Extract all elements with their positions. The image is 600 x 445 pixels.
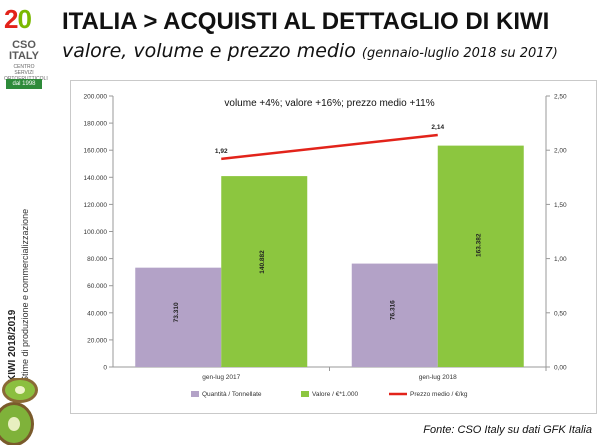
page-subtitle: valore, volume e prezzo medio (gennaio-l… [62, 40, 558, 62]
logo-digit-zero: 0 [17, 4, 32, 34]
legend-swatch-1 [301, 391, 309, 397]
legend-label-1: Valore / €*1.000 [312, 391, 359, 398]
source-note: Fonte: CSO Italy su dati GFK Italia [423, 424, 592, 436]
price-point-label: 2,14 [431, 124, 444, 131]
side-subtitle: Stime di produzione e commercializzazion… [20, 208, 30, 382]
bar-value-label: 76.316 [390, 300, 397, 320]
bar-1-1 [437, 145, 524, 367]
y-right-tick-label: 2,00 [554, 148, 567, 155]
subtitle-period: (gennaio-luglio 2018 su 2017) [361, 46, 558, 61]
brand-strip: 20 CSO ITALY CENTRO SERVIZI ORTOFRUTTICO… [0, 0, 48, 445]
logo-name-cso: CSO [12, 39, 36, 51]
bar-0-1 [351, 263, 438, 367]
logo-name-italy: ITALY [9, 50, 39, 62]
y-right-tick-label: 1,50 [554, 202, 567, 209]
price-point-label: 1,92 [215, 148, 228, 155]
y-left-tick-label: 40.000 [87, 310, 107, 317]
y-left-tick-label: 20.000 [87, 337, 107, 344]
cso-logo-text: CSO ITALY [4, 40, 44, 62]
side-title: KIWI 2018/2019 [7, 309, 18, 382]
logo-since-band: dal 1998 [6, 79, 42, 89]
y-left-tick-label: 140.000 [84, 175, 108, 182]
chart-annotation: volume +4%; valore +16%; prezzo medio +1… [224, 98, 434, 109]
y-left-tick-label: 0 [103, 365, 107, 372]
anniversary-logo: 20 [4, 4, 32, 35]
y-right-tick-label: 2,50 [554, 94, 567, 101]
y-left-tick-label: 80.000 [87, 256, 107, 263]
bar-value-label: 73.310 [173, 302, 180, 322]
y-left-tick-label: 120.000 [84, 202, 108, 209]
bar-value-label: 163.382 [476, 233, 483, 257]
price-line [221, 133, 438, 161]
chart-frame: 0 20.000 40.000 60.000 80.000 100.000 120.000 1… [70, 80, 597, 414]
bar-0-0 [135, 267, 222, 367]
logo-digit-two: 2 [4, 4, 19, 34]
y-right-tick-label: 0,50 [554, 310, 567, 317]
subtitle-main: valore, volume e prezzo medio [62, 40, 356, 62]
bar-1-0 [221, 176, 308, 367]
legend-label-0: Quantità / Tonnellate [202, 391, 262, 398]
x-tick-label: gen-lug 2017 [202, 374, 240, 381]
y-right-tick-label: 0,00 [554, 365, 567, 372]
legend-label-2: Prezzo medio / €/kg [410, 391, 468, 398]
y-left-tick-label: 180.000 [84, 121, 108, 128]
kiwi-icon [0, 378, 38, 445]
chart-canvas: 0 20.000 40.000 60.000 80.000 100.000 120.000 1… [84, 94, 568, 399]
x-tick-label: gen-lug 2018 [419, 374, 457, 381]
y-left-tick-label: 200.000 [84, 94, 108, 101]
y-right-tick-label: 1,00 [554, 256, 567, 263]
page-title: ITALIA > ACQUISTI AL DETTAGLIO DI KIWI [62, 8, 550, 35]
bar-value-label: 140.882 [259, 250, 266, 274]
y-left-tick-label: 160.000 [84, 148, 108, 155]
y-left-tick-label: 100.000 [84, 229, 108, 236]
y-left-tick-label: 60.000 [87, 283, 107, 290]
legend-swatch-0 [191, 391, 199, 397]
